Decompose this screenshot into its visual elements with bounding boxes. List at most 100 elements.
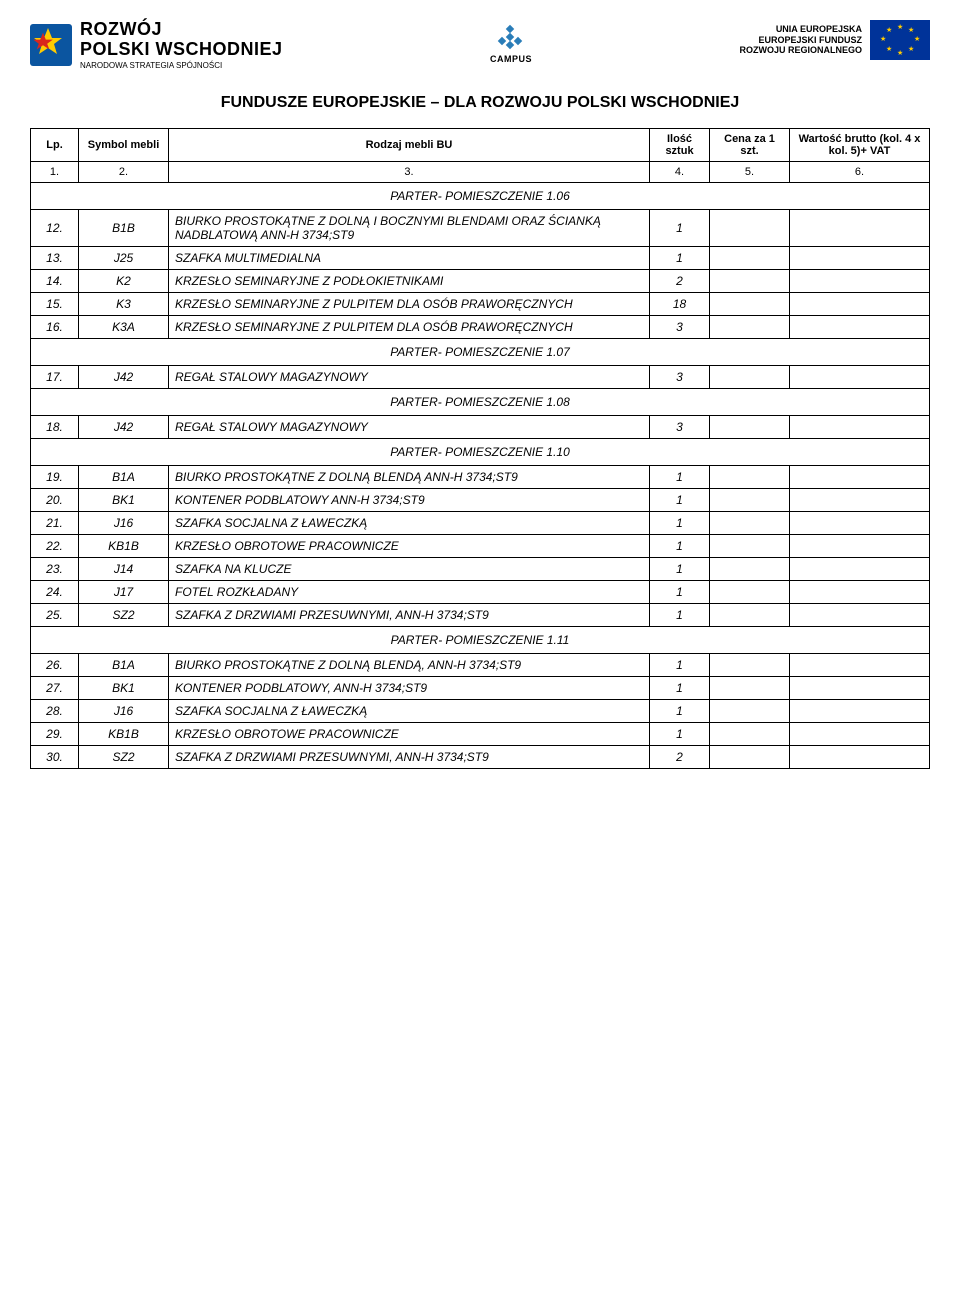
eu-text-l1: UNIA EUROPEJSKA: [739, 24, 862, 35]
cell-price: [710, 247, 790, 270]
cell-lp: 28.: [31, 700, 79, 723]
cell-qty: 1: [650, 512, 710, 535]
cell-desc: REGAŁ STALOWY MAGAZYNOWY: [169, 366, 650, 389]
cell-qty: 1: [650, 700, 710, 723]
cell-symbol: J42: [79, 416, 169, 439]
section-label: PARTER- POMIESZCZENIE 1.07: [31, 339, 930, 366]
table-row: 23.J14SZAFKA NA KLUCZE1: [31, 558, 930, 581]
table-row: 14.K2KRZESŁO SEMINARYJNE Z PODŁOKIETNIKA…: [31, 270, 930, 293]
cell-symbol: SZ2: [79, 604, 169, 627]
cell-qty: 2: [650, 746, 710, 769]
cell-qty: 2: [650, 270, 710, 293]
cell-lp: 29.: [31, 723, 79, 746]
cell-value: [790, 247, 930, 270]
cell-price: [710, 316, 790, 339]
table-row: 29.KB1BKRZESŁO OBROTOWE PRACOWNICZE1: [31, 723, 930, 746]
table-row: 19.B1ABIURKO PROSTOKĄTNE Z DOLNĄ BLENDĄ …: [31, 466, 930, 489]
cell-price: [710, 535, 790, 558]
cell-price: [710, 293, 790, 316]
cell-value: [790, 535, 930, 558]
section-row: PARTER- POMIESZCZENIE 1.10: [31, 439, 930, 466]
numrow-3: 3.: [169, 162, 650, 183]
cell-price: [710, 466, 790, 489]
section-label: PARTER- POMIESZCZENIE 1.06: [31, 183, 930, 210]
logo-rozwoj: ROZWÓJ POLSKI WSCHODNIEJ NARODOWA STRATE…: [30, 20, 283, 70]
logo-left-line2: POLSKI WSCHODNIEJ: [80, 40, 283, 60]
cell-price: [710, 366, 790, 389]
cell-symbol: KB1B: [79, 723, 169, 746]
cell-value: [790, 210, 930, 247]
cell-qty: 1: [650, 581, 710, 604]
table-row: 21.J16SZAFKA SOCJALNA Z ŁAWECZKĄ1: [31, 512, 930, 535]
cell-desc: SZAFKA NA KLUCZE: [169, 558, 650, 581]
cell-lp: 22.: [31, 535, 79, 558]
cell-symbol: SZ2: [79, 746, 169, 769]
cell-value: [790, 700, 930, 723]
table-row: 27.BK1KONTENER PODBLATOWY, ANN-H 3734;ST…: [31, 677, 930, 700]
cell-price: [710, 604, 790, 627]
cell-value: [790, 604, 930, 627]
cell-symbol: J16: [79, 512, 169, 535]
table-row: 12.B1BBIURKO PROSTOKĄTNE Z DOLNĄ I BOCZN…: [31, 210, 930, 247]
cell-price: [710, 746, 790, 769]
cell-desc: KONTENER PODBLATOWY ANN-H 3734;ST9: [169, 489, 650, 512]
cell-value: [790, 466, 930, 489]
cell-symbol: B1A: [79, 466, 169, 489]
cell-qty: 1: [650, 654, 710, 677]
cell-value: [790, 316, 930, 339]
cell-desc: KRZESŁO SEMINARYJNE Z PULPITEM DLA OSÓB …: [169, 316, 650, 339]
section-label: PARTER- POMIESZCZENIE 1.08: [31, 389, 930, 416]
cell-qty: 1: [650, 558, 710, 581]
cell-lp: 16.: [31, 316, 79, 339]
cell-price: [710, 416, 790, 439]
cell-price: [710, 210, 790, 247]
cell-lp: 17.: [31, 366, 79, 389]
table-row: 30.SZ2SZAFKA Z DRZWIAMI PRZESUWNYMI, ANN…: [31, 746, 930, 769]
section-row: PARTER- POMIESZCZENIE 1.06: [31, 183, 930, 210]
cell-value: [790, 512, 930, 535]
cell-desc: BIURKO PROSTOKĄTNE Z DOLNĄ I BOCZNYMI BL…: [169, 210, 650, 247]
eu-flag-icon: ★ ★ ★ ★ ★ ★ ★ ★: [870, 20, 930, 60]
cell-qty: 1: [650, 723, 710, 746]
cell-symbol: B1B: [79, 210, 169, 247]
cell-desc: REGAŁ STALOWY MAGAZYNOWY: [169, 416, 650, 439]
cell-price: [710, 270, 790, 293]
table-numrow: 1. 2. 3. 4. 5. 6.: [31, 162, 930, 183]
cell-symbol: J14: [79, 558, 169, 581]
cell-price: [710, 489, 790, 512]
cell-price: [710, 723, 790, 746]
cell-symbol: KB1B: [79, 535, 169, 558]
cell-desc: BIURKO PROSTOKĄTNE Z DOLNĄ BLENDĄ, ANN-H…: [169, 654, 650, 677]
eu-text-l3: ROZWOJU REGIONALNEGO: [739, 45, 862, 56]
cell-lp: 15.: [31, 293, 79, 316]
cell-qty: 1: [650, 677, 710, 700]
cell-qty: 1: [650, 535, 710, 558]
cell-lp: 18.: [31, 416, 79, 439]
cell-qty: 3: [650, 316, 710, 339]
numrow-2: 2.: [79, 162, 169, 183]
cell-value: [790, 270, 930, 293]
cell-price: [710, 654, 790, 677]
cell-lp: 23.: [31, 558, 79, 581]
th-lp: Lp.: [31, 129, 79, 162]
numrow-6: 6.: [790, 162, 930, 183]
cell-qty: 3: [650, 416, 710, 439]
numrow-5: 5.: [710, 162, 790, 183]
cell-lp: 21.: [31, 512, 79, 535]
cell-price: [710, 558, 790, 581]
page-title: FUNDUSZE EUROPEJSKIE – DLA ROZWOJU POLSK…: [30, 94, 930, 112]
section-label: PARTER- POMIESZCZENIE 1.10: [31, 439, 930, 466]
cell-symbol: B1A: [79, 654, 169, 677]
cell-qty: 1: [650, 489, 710, 512]
cell-desc: SZAFKA MULTIMEDIALNA: [169, 247, 650, 270]
cell-price: [710, 512, 790, 535]
cell-symbol: BK1: [79, 677, 169, 700]
table-row: 16.K3AKRZESŁO SEMINARYJNE Z PULPITEM DLA…: [31, 316, 930, 339]
cell-qty: 18: [650, 293, 710, 316]
section-row: PARTER- POMIESZCZENIE 1.08: [31, 389, 930, 416]
furniture-table: Lp. Symbol mebli Rodzaj mebli BU Ilość s…: [30, 128, 930, 769]
cell-desc: SZAFKA Z DRZWIAMI PRZESUWNYMI, ANN-H 373…: [169, 604, 650, 627]
cell-symbol: K3: [79, 293, 169, 316]
cell-lp: 20.: [31, 489, 79, 512]
logo-campus: CAMPUS: [490, 24, 532, 64]
